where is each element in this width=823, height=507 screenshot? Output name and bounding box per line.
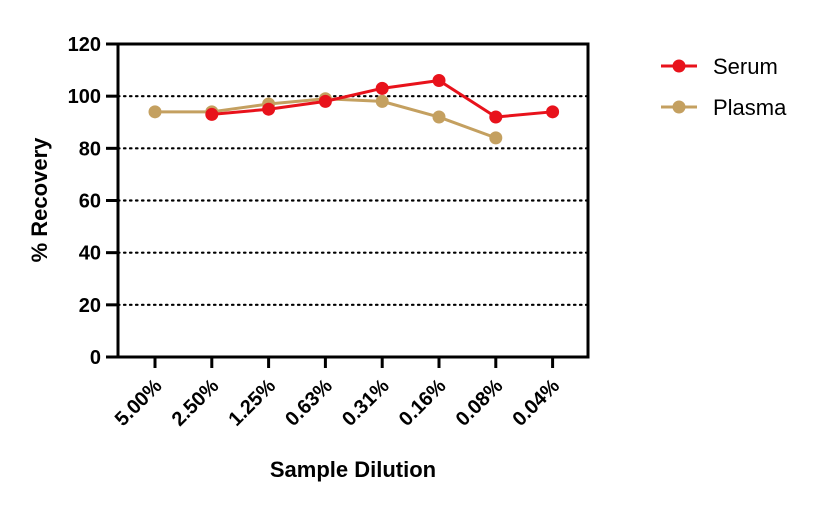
legend-item-plasma: Plasma: [661, 95, 787, 120]
x-tick-label: 0.31%: [338, 375, 394, 431]
y-tick-label: 120: [68, 34, 101, 56]
x-tick-label: 0.08%: [452, 375, 508, 431]
y-tick-label: 60: [79, 191, 101, 213]
y-axis-title: % Recovery: [27, 137, 52, 263]
x-tick-label: 1.25%: [224, 375, 280, 431]
legend-swatch-marker: [672, 100, 686, 114]
y-tick-label: 40: [79, 243, 101, 265]
data-point-serum: [489, 110, 503, 124]
x-tick-label: 0.04%: [508, 375, 564, 431]
x-axis-ticks: 5.00% 2.50% 1.25% 0.63% 0.31% 0.16% 0.08% 0.04%: [111, 357, 564, 431]
gridlines: [116, 95, 590, 306]
y-tick-label: 0: [90, 347, 101, 369]
legend-label: Plasma: [713, 95, 787, 120]
y-tick-label: 20: [79, 295, 101, 317]
data-point-serum: [205, 107, 219, 121]
x-tick-label: 0.16%: [395, 375, 451, 431]
data-point-plasma: [432, 110, 446, 124]
x-tick-label: 2.50%: [168, 375, 224, 431]
y-tick-label: 100: [68, 86, 101, 108]
legend: Serum Plasma: [661, 54, 787, 120]
series-serum: [205, 74, 560, 124]
x-axis-title: Sample Dilution: [270, 457, 436, 482]
plot-frame: [116, 42, 590, 359]
x-tick-label: 5.00%: [111, 375, 167, 431]
x-tick-label: 0.63%: [281, 375, 337, 431]
series-layer: [148, 74, 560, 145]
y-axis-ticks: 0 20 40 60 80 100 120: [68, 34, 118, 369]
data-point-serum: [262, 102, 276, 116]
data-point-plasma: [489, 131, 503, 145]
data-point-serum: [375, 81, 389, 95]
data-point-serum: [432, 74, 446, 88]
data-point-plasma: [375, 94, 389, 108]
y-tick-label: 80: [79, 138, 101, 160]
legend-label: Serum: [713, 54, 778, 79]
legend-item-serum: Serum: [661, 54, 778, 79]
data-point-serum: [318, 94, 332, 108]
legend-swatch-marker: [672, 59, 686, 73]
data-point-plasma: [148, 105, 162, 119]
data-point-serum: [546, 105, 560, 119]
